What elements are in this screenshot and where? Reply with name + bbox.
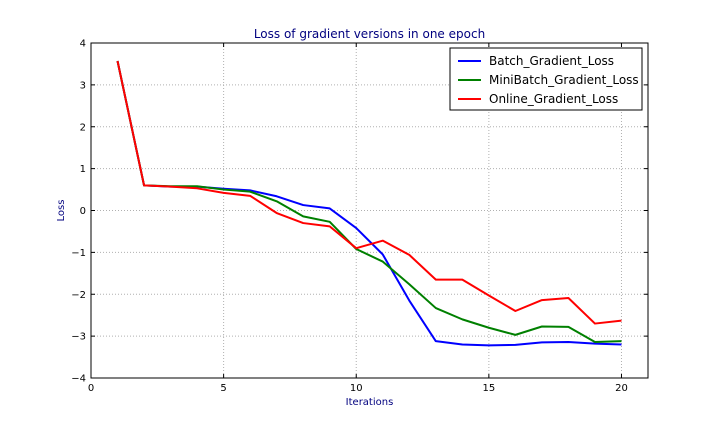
y-tick-label: −4 [71, 374, 86, 385]
plot-frame [90, 42, 649, 379]
legend-label-minibatch: MiniBatch_Gradient_Loss [489, 73, 639, 87]
y-tick-label: −2 [71, 290, 86, 301]
y-tick-label: 0 [80, 206, 86, 217]
series-lines [116, 60, 622, 347]
y-tick-label: −1 [71, 248, 86, 259]
legend-box [449, 47, 643, 111]
y-tick-label: 3 [80, 80, 86, 91]
y-axis-label: Loss [56, 200, 67, 222]
legend-label-batch: Batch_Gradient_Loss [489, 54, 614, 68]
x-tick-label: 0 [88, 383, 94, 394]
x-axis-label: Iterations [346, 397, 394, 408]
x-tick-label: 5 [220, 383, 226, 394]
x-tick-label: 15 [482, 383, 495, 394]
chart-title: Loss of gradient versions in one epoch [254, 27, 485, 41]
y-tick-label: 1 [80, 164, 86, 175]
legend-label-online: Online_Gradient_Loss [489, 92, 618, 106]
y-tick-label: 2 [80, 122, 86, 133]
y-tick-labels: 4 3 2 1 0 −1 −2 −3 −4 [71, 39, 86, 385]
y-tick-label: −3 [71, 332, 86, 343]
x-tick-label: 10 [350, 383, 363, 394]
legend: Batch_Gradient_Loss MiniBatch_Gradient_L… [449, 47, 643, 111]
x-tick-label: 20 [615, 383, 628, 394]
series-line-online-gradient-loss [116, 60, 622, 325]
series-line-minibatch-gradient-loss [116, 60, 622, 343]
x-tick-labels: 0 5 10 15 20 [88, 383, 628, 394]
y-tick-label: 4 [80, 39, 86, 50]
